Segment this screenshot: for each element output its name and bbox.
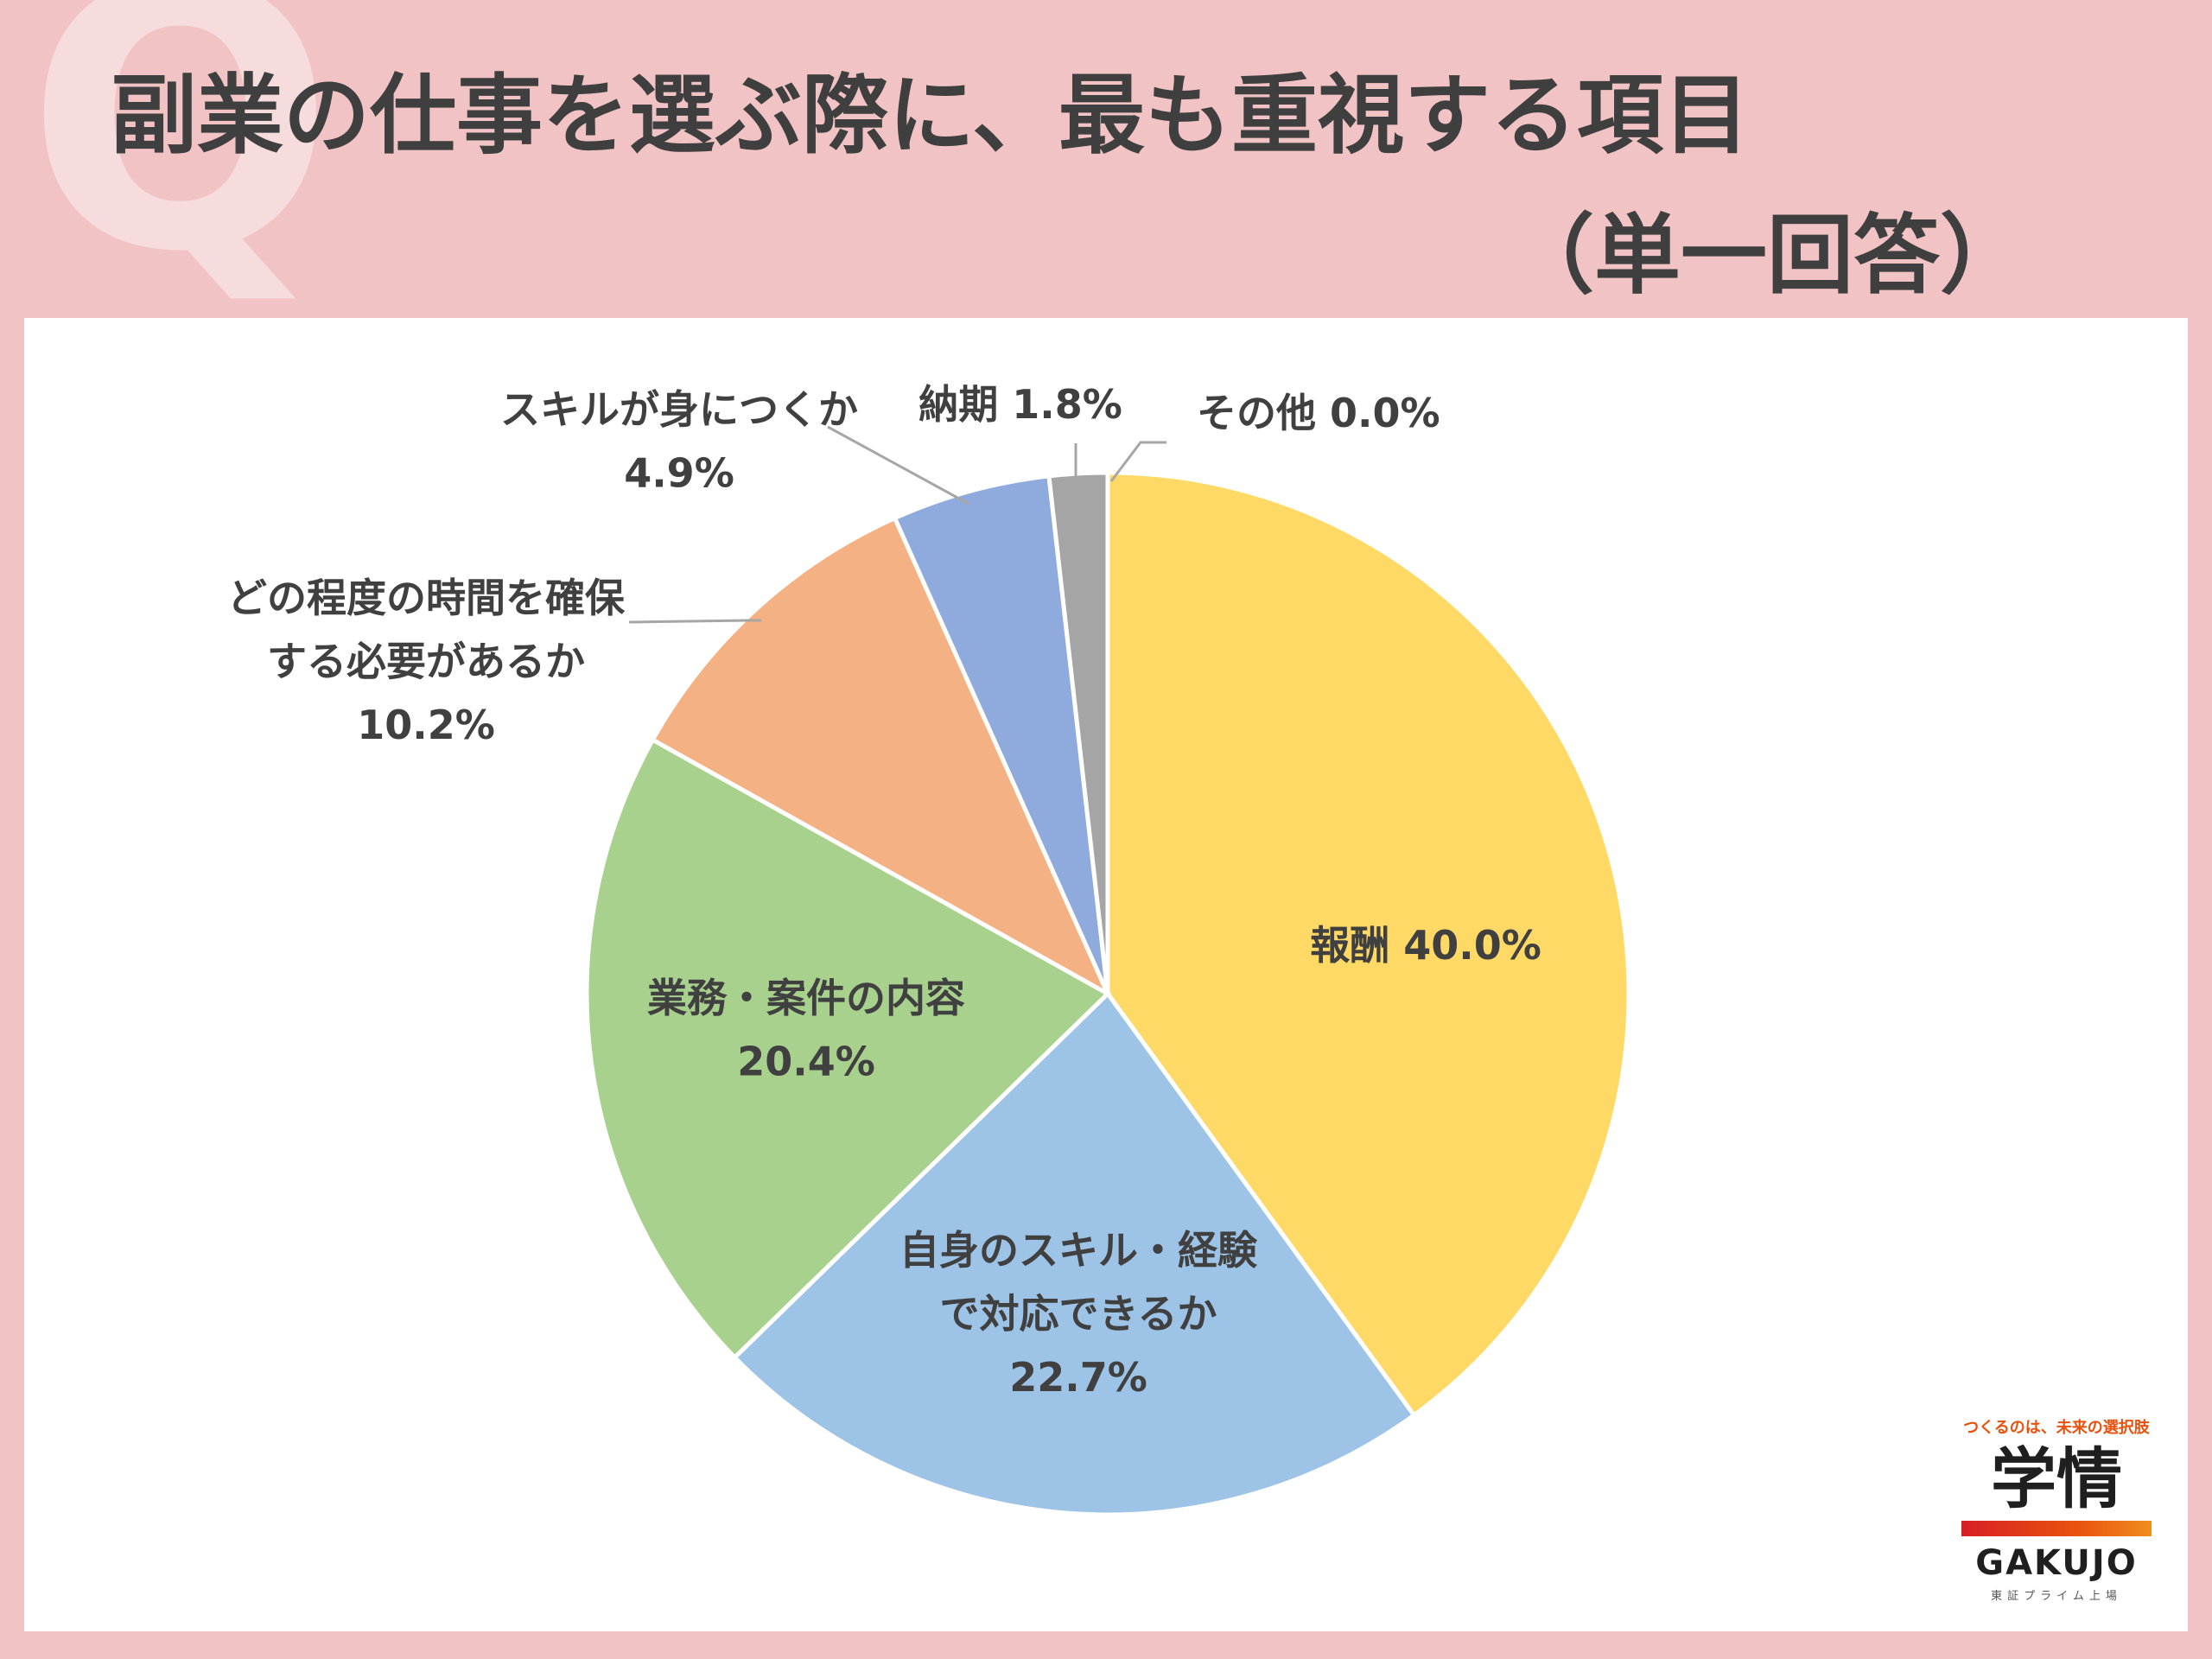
pie-slice-2 (731, 990, 1417, 1517)
slice-label-line: で対応できるか (939, 1291, 1217, 1338)
leader-line-7 (1109, 441, 1166, 482)
pie-slice-4 (650, 515, 1113, 999)
slice-label-line: どの程度の時間を確保 (227, 575, 626, 621)
logo-tagline: つくるのは、未来の選択肢 (1963, 1419, 2150, 1437)
slice-label-line: 22.7% (1009, 1354, 1147, 1401)
gakujo-logo: つくるのは、未来の選択肢 学情 GAKUJO 東証プライム上場 (1961, 1415, 2152, 1603)
slice-label-6: 納期 1.8% (918, 381, 1122, 428)
slice-label-5: スキルが身につくか 4.9% (500, 386, 858, 497)
pie-slices (584, 470, 1631, 1517)
slice-label-7: その他 0.0% (1197, 390, 1440, 436)
slice-label-line: 10.2% (357, 702, 495, 748)
slice-label-4: どの程度の時間を確保する必要があるか 10.2% (227, 575, 626, 748)
slice-label-line: 報酬 40.0% (1310, 922, 1541, 969)
slice-label-line: 納期 1.8% (918, 381, 1122, 428)
pie-slice-5 (892, 474, 1110, 995)
slice-label-3: 業務・案件の内容 20.4% (647, 975, 965, 1085)
pie-slice-3 (584, 736, 1112, 1361)
chart-title: 副業の仕事を選ぶ際に、最も重視する項目 (111, 65, 1750, 166)
slice-label-line: スキルが身につくか (500, 386, 858, 433)
logo-roman: GAKUJO (1975, 1542, 2138, 1583)
leader-line-4 (628, 619, 761, 624)
slice-labels: 報酬 40.0% 自身のスキル・経験で対応できるか 22.7% 業務・案件の内容 20.… (227, 381, 1541, 1401)
chart-panel: 報酬 40.0% 自身のスキル・経験で対応できるか 22.7% 業務・案件の内容 20.… (24, 318, 2188, 1631)
q-watermark: Q (26, 0, 335, 332)
pie-slice-1 (1105, 470, 1631, 1419)
slice-label-line: 20.4% (737, 1039, 875, 1085)
leader-line-5 (827, 425, 969, 505)
slice-label-1: 報酬 40.0% (1310, 922, 1541, 969)
chart-subtitle: （単一回答） (1508, 205, 2026, 306)
logo-bar (1961, 1520, 2152, 1536)
pie-slice-6 (1046, 470, 1110, 995)
pie-chart: 報酬 40.0% 自身のスキル・経験で対応できるか 22.7% 業務・案件の内容 20.… (227, 381, 1631, 1517)
logo-market: 東証プライム上場 (1991, 1589, 2122, 1603)
leader-lines (628, 425, 1166, 624)
slice-label-line: 自身のスキル・経験 (899, 1227, 1258, 1274)
slice-label-line: する必要があるか (267, 639, 585, 685)
logo-kanji: 学情 (1991, 1440, 2122, 1517)
slice-label-2: 自身のスキル・経験で対応できるか 22.7% (899, 1227, 1258, 1401)
slice-label-line: 業務・案件の内容 (647, 975, 965, 1021)
slice-label-line: 4.9% (624, 450, 734, 497)
slice-label-line: その他 0.0% (1197, 390, 1440, 436)
